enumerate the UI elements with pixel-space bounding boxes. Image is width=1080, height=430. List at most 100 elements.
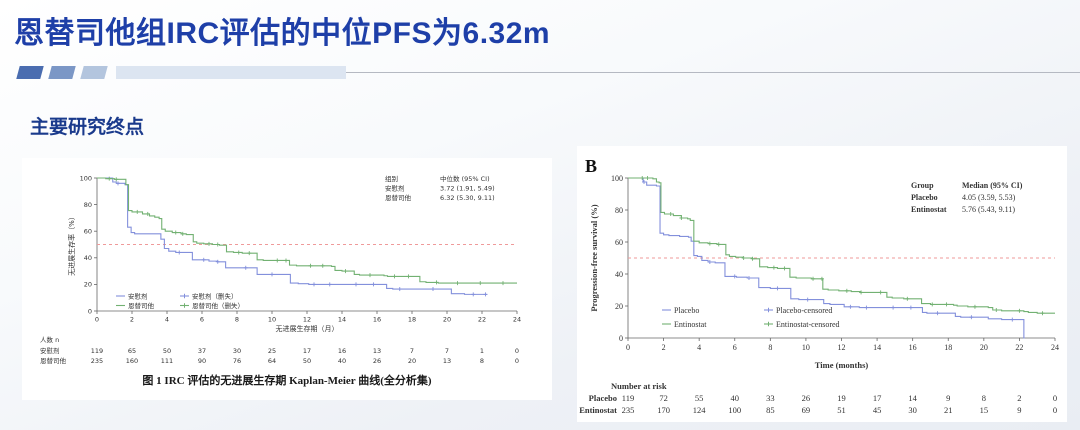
divider-square-2 <box>48 66 76 79</box>
x-tick-label: 12 <box>303 316 311 324</box>
x-tick-label: 16 <box>909 343 917 352</box>
risk-value: 16 <box>338 347 346 355</box>
y-tick-label: 80 <box>615 206 623 215</box>
risk-table-title: 人数 n <box>40 335 59 344</box>
risk-value: 13 <box>443 357 451 365</box>
stats-cell: Entinostat <box>911 205 947 214</box>
risk-value: 85 <box>766 405 775 415</box>
risk-value: 14 <box>908 393 917 403</box>
panel-label-b: B <box>585 156 598 176</box>
x-tick-label: 16 <box>373 316 381 324</box>
km-curve-entinostat <box>628 177 1055 314</box>
legend-label: Placebo-censored <box>776 306 832 315</box>
risk-value: 50 <box>163 347 171 355</box>
x-tick-label: 8 <box>235 316 239 324</box>
risk-value: 19 <box>837 393 846 403</box>
risk-value: 13 <box>373 347 381 355</box>
x-tick-label: 0 <box>626 343 630 352</box>
risk-value: 0 <box>1053 393 1057 403</box>
x-tick-label: 4 <box>697 343 701 352</box>
risk-value: 160 <box>126 357 138 365</box>
risk-value: 0 <box>515 357 519 365</box>
risk-value: 26 <box>802 393 811 403</box>
risk-value: 235 <box>622 405 635 415</box>
risk-value: 30 <box>233 347 241 355</box>
risk-value: 2 <box>1017 393 1021 403</box>
y-tick-label: 20 <box>84 281 92 289</box>
x-tick-label: 6 <box>200 316 204 324</box>
x-tick-label: 24 <box>1051 343 1059 352</box>
legend-label: Entinostat <box>674 320 707 329</box>
risk-value: 17 <box>303 347 311 355</box>
x-tick-label: 24 <box>513 316 521 324</box>
legend-label: 安慰剂 <box>128 291 148 300</box>
km-curve-placebo <box>97 177 488 295</box>
km-chart-panel-right: B 0 20 40 60 80 100 0 2 4 6 8 10 12 14 16 18 20 22 24 Time … <box>577 146 1067 422</box>
km-chart-panel-left: 0 20 40 60 80 100 0 2 4 6 8 10 12 14 16 18 20 22 24 无进展生存期（… <box>22 158 552 400</box>
risk-value: 37 <box>198 347 206 355</box>
legend-label: 安慰剂（删失） <box>192 291 238 300</box>
risk-value: 90 <box>198 357 206 365</box>
x-tick-label: 18 <box>408 316 416 324</box>
risk-value: 119 <box>91 347 103 355</box>
risk-value: 64 <box>268 357 276 365</box>
x-tick-label: 22 <box>478 316 486 324</box>
risk-row-label: 安慰剂 <box>40 346 60 355</box>
stats-cell: 安慰剂 <box>385 184 405 193</box>
x-tick-label: 14 <box>873 343 881 352</box>
x-tick-label: 2 <box>130 316 134 324</box>
risk-value: 55 <box>695 393 704 403</box>
risk-value: 0 <box>1053 405 1057 415</box>
y-tick-label: 40 <box>84 254 92 262</box>
page-title: 恩替司他组IRC评估的中位PFS为6.32m <box>14 17 551 50</box>
risk-value: 111 <box>161 357 173 365</box>
divider-square-1 <box>16 66 44 79</box>
risk-value: 124 <box>693 405 707 415</box>
risk-table-title: Number at risk <box>611 381 667 391</box>
risk-value: 30 <box>908 405 917 415</box>
risk-value: 25 <box>268 347 276 355</box>
x-tick-label: 18 <box>944 343 952 352</box>
risk-value: 7 <box>410 347 414 355</box>
risk-value: 65 <box>128 347 136 355</box>
risk-value: 1 <box>480 347 484 355</box>
risk-value: 235 <box>91 357 103 365</box>
risk-value: 8 <box>982 393 986 403</box>
risk-value: 51 <box>837 405 846 415</box>
stats-cell: 恩替司他 <box>385 193 412 202</box>
risk-value: 7 <box>445 347 449 355</box>
risk-value: 45 <box>873 405 882 415</box>
stats-cell: 4.05 (3.59, 5.53) <box>962 193 1016 202</box>
risk-value: 0 <box>515 347 519 355</box>
x-tick-label: 2 <box>662 343 666 352</box>
y-tick-label: 40 <box>615 270 623 279</box>
km-curve-placebo <box>628 177 1025 339</box>
x-tick-label: 6 <box>733 343 737 352</box>
x-tick-label: 0 <box>95 316 99 324</box>
x-tick-label: 8 <box>768 343 772 352</box>
stats-cell: 3.72 (1.91, 5.49) <box>440 185 495 193</box>
x-tick-label: 4 <box>165 316 169 324</box>
x-tick-label: 12 <box>838 343 846 352</box>
y-tick-label: 100 <box>611 174 623 183</box>
x-tick-label: 20 <box>443 316 451 324</box>
risk-value: 119 <box>622 393 634 403</box>
risk-row-label: Placebo <box>589 393 617 403</box>
y-axis-label: Progression-free survival (%) <box>589 204 599 311</box>
legend-label: Placebo <box>674 306 699 315</box>
y-tick-label: 80 <box>84 201 92 209</box>
divider-square-3 <box>80 66 108 79</box>
x-tick-label: 22 <box>1015 343 1023 352</box>
risk-value: 20 <box>408 357 416 365</box>
risk-row-label: Entinostat <box>579 405 617 415</box>
stats-cell: 组别 <box>385 174 398 183</box>
figure-caption: 图 1 IRC 评估的无进展生存期 Kaplan-Meier 曲线(全分析集) <box>142 375 432 387</box>
y-tick-label: 0 <box>619 334 623 343</box>
risk-value: 40 <box>731 393 740 403</box>
legend-label: Entinostat-censored <box>776 320 840 329</box>
title-divider <box>16 66 1080 79</box>
section-heading: 主要研究终点 <box>30 117 145 138</box>
x-tick-label: 10 <box>268 316 276 324</box>
risk-value: 72 <box>659 393 668 403</box>
